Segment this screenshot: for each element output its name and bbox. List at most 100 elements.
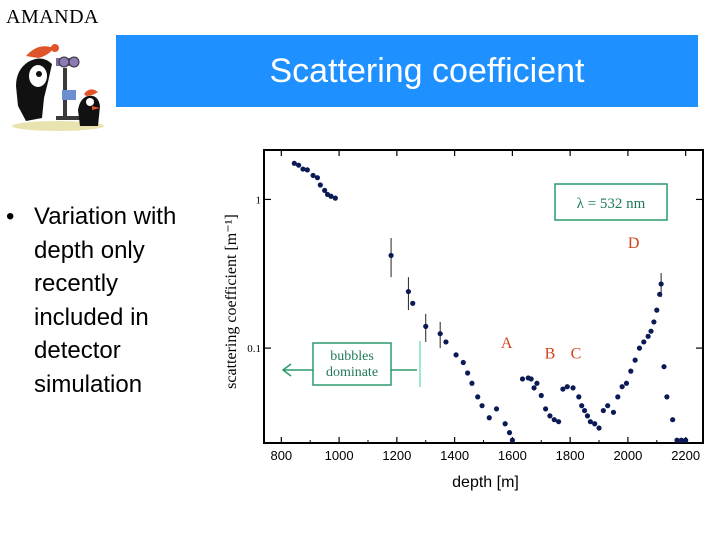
x-axis-label: depth [m] [452, 474, 519, 491]
data-point [534, 380, 540, 386]
data-point [596, 425, 602, 431]
data-point [332, 195, 338, 201]
slide-title: Scattering coefficient [269, 51, 585, 90]
scattering-chart: depth [m] scattering coefficient [m⁻¹] 80… [223, 149, 704, 491]
data-point [600, 407, 606, 414]
chart-points [291, 160, 689, 443]
x-tick-label: 800 [270, 448, 292, 463]
data-point [570, 385, 576, 391]
data-point [460, 359, 466, 366]
data-point [683, 437, 689, 443]
annotation-b: B [545, 346, 556, 363]
data-point [560, 386, 566, 392]
data-point [551, 417, 557, 423]
data-point [314, 175, 321, 181]
data-point [437, 331, 443, 337]
annotation-c: C [571, 346, 582, 363]
brand-label: AMANDA [6, 6, 99, 28]
data-point [641, 339, 647, 345]
data-point [486, 415, 492, 421]
data-point [636, 345, 643, 351]
chart-error-bars [390, 238, 662, 349]
data-point [502, 421, 508, 427]
data-point [453, 352, 459, 358]
data-point [628, 368, 634, 374]
y-tick-label: 1 [256, 194, 262, 206]
x-tick-label: 1800 [556, 448, 585, 463]
annotation-a: A [501, 335, 513, 352]
data-point [509, 437, 515, 443]
data-point [304, 167, 310, 173]
wavelength-label: λ = 532 nm [577, 196, 646, 212]
data-point [310, 172, 316, 179]
data-point [619, 384, 625, 390]
data-point [479, 403, 485, 409]
data-point [493, 406, 500, 412]
data-point [587, 419, 593, 425]
data-point [576, 394, 582, 400]
x-tick-label: 1400 [440, 448, 469, 463]
data-point [317, 182, 323, 188]
data-point [506, 430, 513, 436]
data-point [531, 385, 537, 391]
data-point [664, 394, 670, 400]
data-point [300, 166, 306, 172]
data-point [388, 252, 394, 259]
data-point [542, 406, 549, 412]
y-tick-label: 0.1 [247, 343, 261, 355]
x-tick-label: 2200 [671, 448, 700, 463]
data-point [443, 339, 449, 345]
data-point [661, 364, 667, 370]
data-point [579, 403, 585, 409]
data-point [547, 413, 553, 419]
bubbles-callout-line: dominate [326, 365, 378, 380]
data-point [657, 291, 663, 297]
data-point [648, 328, 654, 334]
data-point [328, 193, 334, 199]
data-point [296, 162, 302, 168]
bubbles-callout-line: bubbles [330, 349, 374, 364]
data-point [538, 392, 544, 399]
data-point [654, 307, 660, 313]
data-point [291, 160, 297, 166]
data-point [592, 421, 598, 427]
data-point [651, 319, 657, 325]
data-point [645, 333, 651, 339]
data-point [423, 323, 429, 329]
wavelength-box [554, 183, 668, 221]
data-point [623, 380, 630, 386]
data-point [564, 384, 570, 390]
data-point [678, 437, 684, 443]
data-point [519, 376, 526, 382]
title-bar [116, 35, 698, 107]
data-point [410, 300, 416, 306]
chart-axes: depth [m] scattering coefficient [m⁻¹] [223, 149, 704, 491]
data-point [581, 407, 588, 414]
data-point [405, 288, 412, 295]
data-point [475, 394, 481, 400]
data-point [465, 370, 471, 376]
bubbles-callout-box [312, 342, 392, 386]
penguin-mascot-icon [12, 44, 104, 131]
data-point [674, 437, 680, 443]
data-point [528, 376, 534, 382]
bullet-item: Variation with depth only recently inclu… [6, 200, 211, 401]
x-tick-label: 2000 [613, 448, 642, 463]
y-axis-label: scattering coefficient [m⁻¹] [223, 214, 240, 389]
x-tick-label: 1200 [382, 448, 411, 463]
x-tick-label: 1600 [498, 448, 527, 463]
data-point [632, 357, 638, 363]
annotation-d: D [628, 235, 640, 252]
data-point [670, 417, 676, 423]
data-point [584, 413, 591, 419]
data-point [322, 187, 328, 194]
chart-ticks: 800 1000 1200 1400 1600 1800 2000 2200 1 0.1 [247, 150, 703, 463]
data-point [605, 403, 611, 409]
data-point [610, 409, 617, 415]
data-point [615, 394, 621, 400]
data-point [469, 380, 475, 386]
data-point [555, 419, 562, 425]
bubbles-arrow-head [281, 363, 292, 377]
data-point [658, 281, 664, 287]
